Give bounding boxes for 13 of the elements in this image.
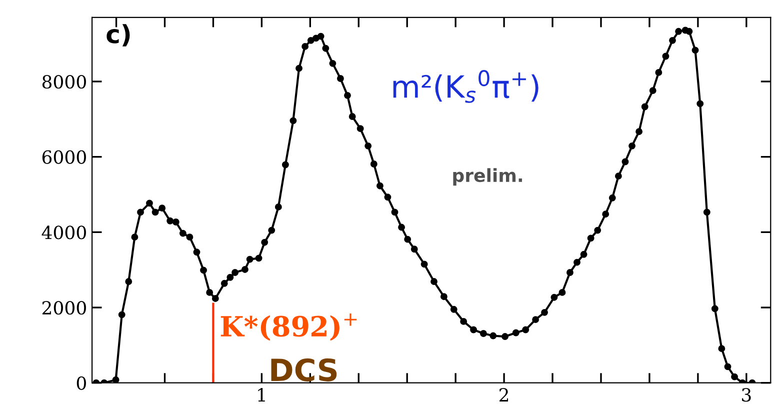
annotation: DCS [271, 358, 337, 382]
annotation: prelim. [453, 168, 522, 186]
x-tick-label: 1 [258, 388, 265, 402]
x-tick-label: 3 [742, 388, 751, 402]
y-tick-label: 0 [76, 376, 86, 390]
annotation: c) [106, 24, 130, 46]
y-tick-label: 2000 [42, 300, 86, 315]
y-tick-label: 8000 [42, 74, 86, 89]
y-tick-label: 4000 [42, 226, 86, 240]
annotation: K*(892)$^{+}$ [220, 314, 357, 341]
x-tick-label: 2 [500, 388, 508, 402]
y-tick-label: 6000 [42, 150, 86, 164]
annotation: m²(K$_{s}$$^{0}$π$^{+}$) [393, 70, 538, 103]
